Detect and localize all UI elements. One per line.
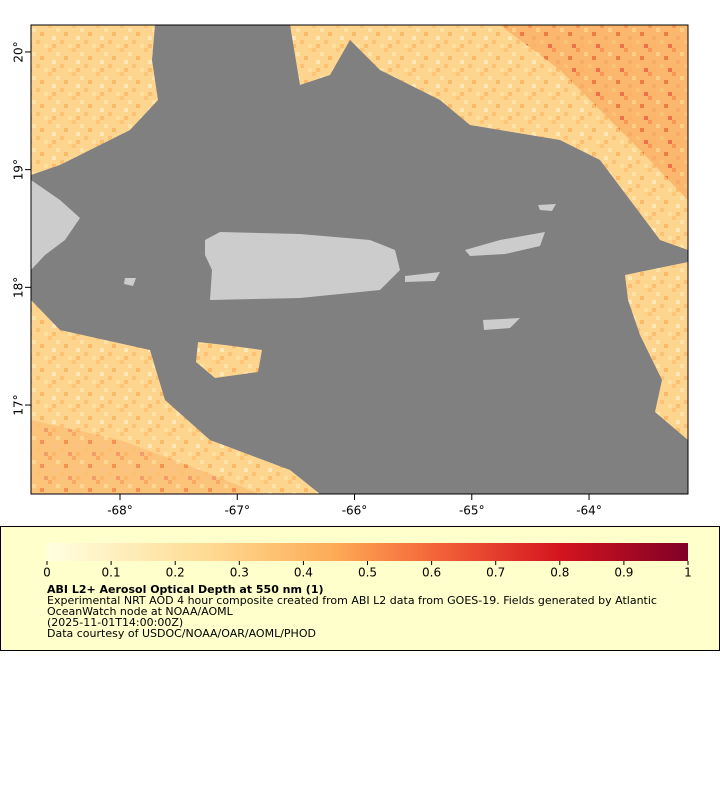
lon-tick-label: -67°: [224, 504, 250, 518]
legend-line: Experimental NRT AOD 4 hour composite cr…: [47, 594, 657, 607]
lon-tick-label: -65°: [459, 504, 485, 518]
colorbar: [47, 543, 688, 561]
lat-tick-label: 18°: [12, 277, 26, 298]
colorbar-tick-label: 0.8: [550, 566, 569, 580]
colorbar-tick-label: 0.9: [614, 566, 633, 580]
legend-line: OceanWatch node at NOAA/AOML: [47, 605, 234, 618]
lat-tick-label: 19°: [12, 159, 26, 180]
legend-title: ABI L2+ Aerosol Optical Depth at 550 nm …: [47, 583, 324, 596]
colorbar-ticks: 0 0.1 0.2 0.3 0.4 0.5 0.6 0.7 0.8 0.9 1: [43, 561, 692, 580]
colorbar-tick-label: 0.4: [294, 566, 313, 580]
map-frame: [30, 24, 689, 495]
colorbar-tick-label: 0.5: [358, 566, 377, 580]
legend-line: (2025-11-01T14:00:00Z): [47, 616, 183, 629]
map-axes: -68° -67° -66° -65° -64° 20° 19° 18° 17°: [12, 41, 602, 517]
lat-tick-label: 20°: [12, 41, 26, 62]
colorbar-tick-label: 0.7: [486, 566, 505, 580]
lon-tick-label: -66°: [342, 504, 368, 518]
colorbar-tick-label: 0.6: [422, 566, 441, 580]
colorbar-tick-label: 0.2: [166, 566, 185, 580]
map-raster: [31, 25, 688, 494]
lon-tick-label: -68°: [107, 504, 133, 518]
legend-line: Data courtesy of USDOC/NOAA/OAR/AOML/PHO…: [47, 627, 316, 640]
colorbar-tick-label: 1: [684, 566, 692, 580]
colorbar-tick-label: 0: [43, 566, 51, 580]
colorbar-tick-label: 0.3: [230, 566, 249, 580]
colorbar-tick-label: 0.1: [102, 566, 121, 580]
lon-tick-label: -64°: [576, 504, 602, 518]
lat-tick-label: 17°: [12, 394, 26, 415]
